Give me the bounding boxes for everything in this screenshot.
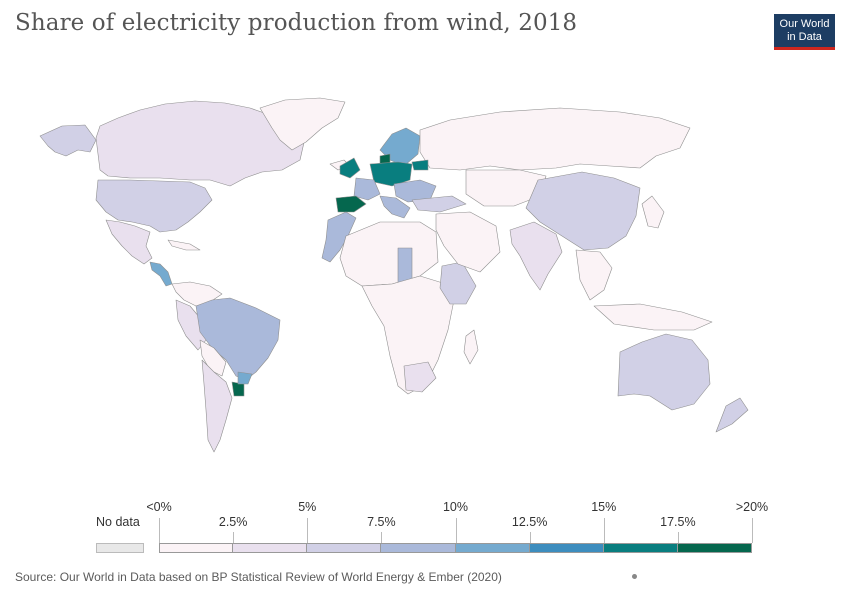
legend-tick-upper: 5%	[298, 500, 317, 514]
legend-tick-upper: 10%	[442, 500, 469, 514]
legend-tick-lower: 17.5%	[660, 515, 696, 529]
owid-logo[interactable]: Our World in Data	[774, 14, 835, 50]
legend-tick-line	[307, 518, 309, 543]
legend-bin[interactable]	[159, 543, 234, 553]
legend-tick-lower: 12.5%	[511, 515, 548, 529]
country-new-zealand	[715, 397, 749, 433]
legend-tick-upper: >20%	[735, 500, 769, 514]
legend-bin[interactable]	[381, 543, 456, 553]
country-usa	[95, 179, 213, 233]
country-uk-ireland	[339, 157, 361, 179]
legend-tick-line	[603, 518, 605, 543]
legend-tick-line	[455, 518, 457, 543]
country-india	[509, 221, 563, 291]
legend-tick-lower: 7.5%	[367, 515, 396, 529]
country-mexico	[105, 219, 153, 265]
legend-bin[interactable]	[529, 543, 604, 553]
legend-tick-line	[752, 518, 753, 543]
country-france	[353, 177, 381, 201]
source-note[interactable]: Source: Our World in Data based on BP St…	[15, 570, 502, 584]
region-argentina-chile	[201, 359, 233, 453]
legend-tick-upper: <0%	[146, 500, 172, 514]
legend-tick-line	[381, 532, 383, 543]
legend-bin[interactable]	[233, 543, 308, 553]
legend-tick-lower: 2.5%	[218, 515, 248, 529]
legend-bin[interactable]	[677, 543, 752, 553]
region-north-africa	[339, 221, 439, 287]
region-central-asia	[465, 169, 547, 207]
legend-tick-upper: 15%	[591, 500, 617, 514]
country-south-africa	[403, 361, 437, 393]
country-china	[525, 171, 641, 251]
no-data-swatch	[96, 543, 144, 553]
country-australia	[617, 333, 711, 411]
region-baltics	[411, 159, 429, 171]
dot-icon	[632, 574, 637, 579]
region-japan-korea	[641, 195, 665, 229]
legend-bin[interactable]	[455, 543, 530, 553]
logo-line-1: Our World	[779, 18, 830, 30]
chart-title: Share of electricity production from win…	[15, 10, 578, 36]
region-bolivia-paraguay	[199, 339, 227, 377]
country-greenland	[259, 97, 346, 151]
region-caribbean	[167, 239, 201, 251]
country-russia	[419, 107, 691, 171]
country-canada	[95, 100, 306, 187]
world-map[interactable]	[0, 90, 850, 480]
legend-bin[interactable]	[603, 543, 678, 553]
legend-tick-line	[529, 532, 531, 543]
no-data-label: No data	[96, 515, 140, 529]
legend-tick-line	[677, 532, 679, 543]
country-madagascar	[463, 329, 479, 365]
legend-bin[interactable]	[307, 543, 382, 553]
legend-tick-line	[159, 518, 160, 543]
region-indonesia	[593, 303, 713, 331]
region-southeast-asia	[575, 249, 613, 301]
legend-tick-line	[233, 532, 235, 543]
region-southern-brazil	[237, 371, 253, 385]
region-turkey	[411, 195, 467, 213]
region-iberia	[335, 195, 367, 213]
region-middle-east	[435, 211, 501, 273]
country-alaska	[39, 124, 97, 157]
region-morocco	[321, 211, 357, 263]
region-italy-balkans	[379, 195, 411, 219]
logo-line-2: in Data	[787, 31, 822, 43]
region-central-america	[149, 261, 173, 287]
